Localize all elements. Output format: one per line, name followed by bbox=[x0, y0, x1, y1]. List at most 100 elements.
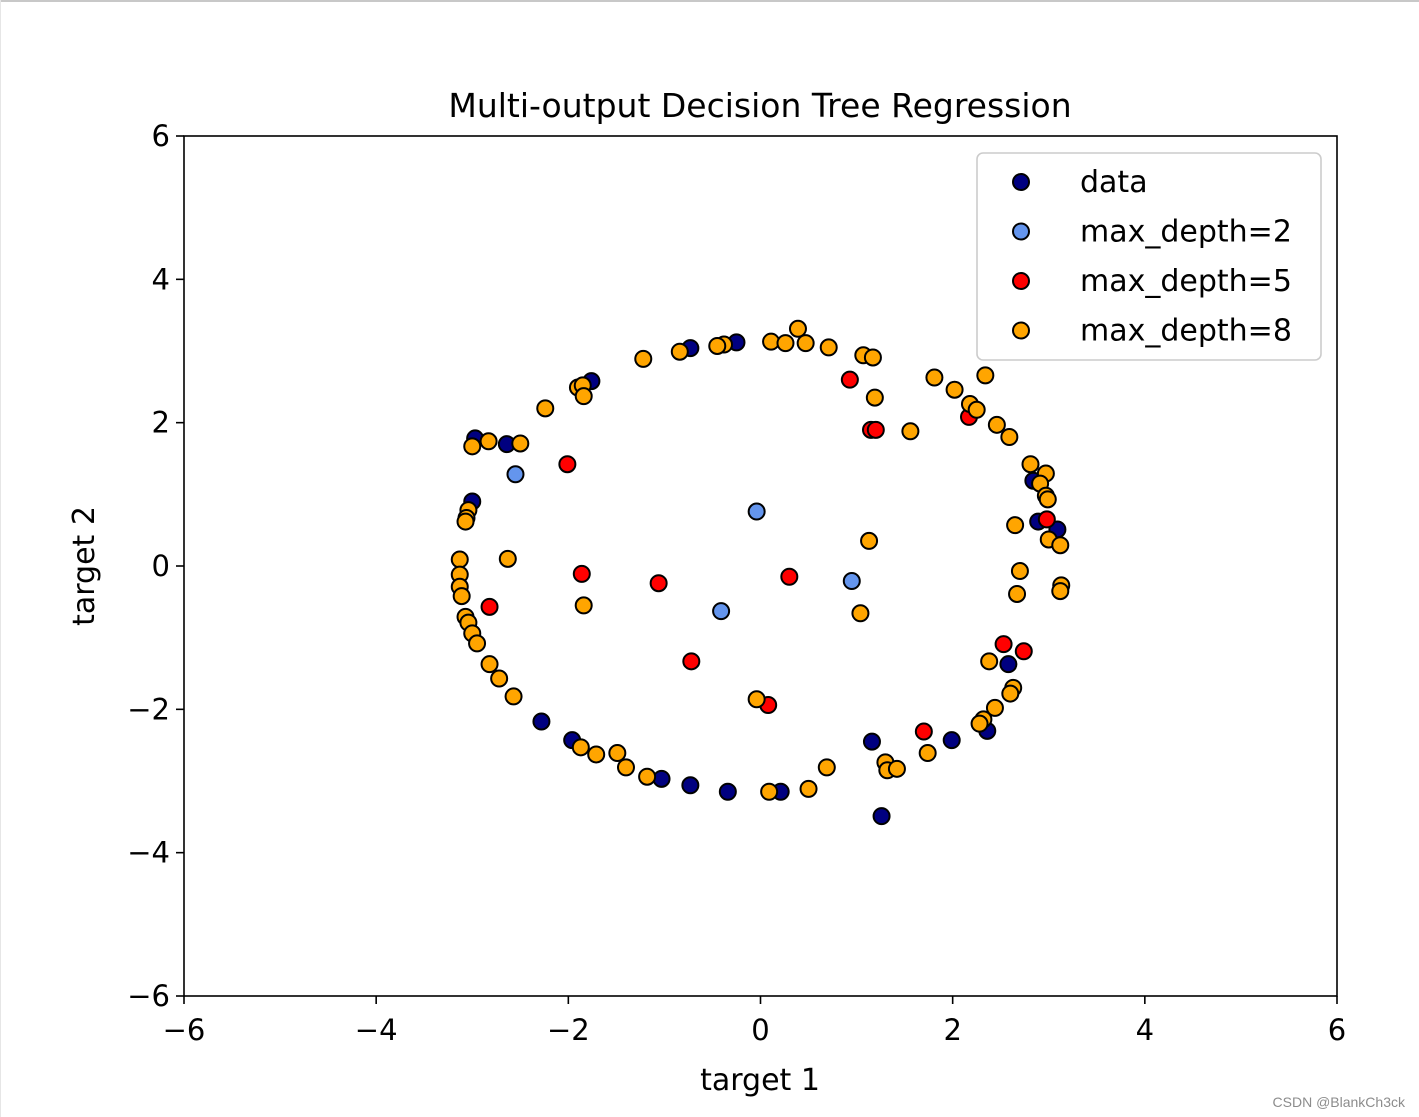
data-point bbox=[506, 465, 525, 484]
data-point bbox=[490, 669, 509, 688]
data-point bbox=[574, 387, 593, 406]
data-point bbox=[1008, 584, 1027, 603]
x-tick-label: 0 bbox=[751, 1013, 769, 1047]
data-point bbox=[872, 807, 891, 826]
data-point bbox=[1001, 684, 1020, 703]
data-point bbox=[865, 388, 884, 407]
x-tick-label: 6 bbox=[1328, 1013, 1346, 1047]
data-point bbox=[452, 587, 471, 606]
legend-box bbox=[976, 152, 1322, 361]
data-point bbox=[1014, 642, 1033, 661]
x-tick-label: −2 bbox=[547, 1013, 590, 1047]
data-point bbox=[796, 334, 815, 353]
data-point bbox=[718, 782, 737, 801]
data-point bbox=[1038, 490, 1057, 509]
data-point bbox=[1051, 536, 1070, 555]
data-point bbox=[480, 597, 499, 616]
data-point bbox=[634, 349, 653, 368]
y-tick-label: 6 bbox=[152, 119, 170, 153]
legend-marker bbox=[1012, 173, 1030, 191]
data-point bbox=[649, 574, 668, 593]
x-tick-label: −4 bbox=[355, 1013, 398, 1047]
data-point bbox=[1010, 562, 1029, 581]
data-point bbox=[887, 759, 906, 778]
legend-label: max_depth=8 bbox=[1080, 314, 1292, 349]
data-point bbox=[572, 564, 591, 583]
watermark: CSDN @BlankCh3ck bbox=[1272, 1094, 1405, 1110]
y-tick-label: −6 bbox=[127, 979, 170, 1013]
data-point bbox=[450, 550, 469, 569]
legend-label: data bbox=[1080, 165, 1148, 200]
legend: data max_depth=2 max_depth=5 max_depth=8 bbox=[976, 152, 1322, 361]
x-tick-label: 2 bbox=[943, 1013, 961, 1047]
data-point bbox=[1037, 510, 1056, 529]
data-point bbox=[708, 336, 727, 355]
series-max-depth-2 bbox=[506, 465, 861, 621]
data-point bbox=[914, 722, 933, 741]
data-point bbox=[851, 604, 870, 623]
data-point bbox=[511, 434, 530, 453]
legend-marker bbox=[1012, 321, 1030, 340]
chart-title: Multi-output Decision Tree Regression bbox=[448, 86, 1071, 125]
data-point bbox=[942, 731, 961, 750]
data-point bbox=[747, 502, 766, 521]
series-max-depth-5 bbox=[480, 370, 1056, 741]
top-border bbox=[0, 0, 1419, 2]
data-point bbox=[747, 690, 766, 709]
data-point bbox=[468, 634, 487, 653]
data-point bbox=[945, 380, 964, 399]
data-point bbox=[819, 338, 838, 357]
data-point bbox=[985, 698, 1004, 717]
data-point bbox=[574, 596, 593, 615]
x-tick-label: −6 bbox=[163, 1013, 206, 1047]
data-point bbox=[980, 652, 999, 671]
series-max-depth-8 bbox=[450, 319, 1071, 801]
data-point bbox=[456, 512, 475, 531]
y-axis-label: target 2 bbox=[67, 506, 102, 626]
x-axis-label: target 1 bbox=[700, 1063, 820, 1098]
data-point bbox=[1006, 516, 1025, 535]
data-point bbox=[536, 399, 555, 418]
data-point bbox=[463, 437, 482, 456]
data-point bbox=[776, 334, 795, 353]
x-tick-label: 4 bbox=[1136, 1013, 1154, 1047]
data-point bbox=[788, 319, 807, 338]
data-point bbox=[670, 342, 689, 361]
y-tick-label: 4 bbox=[152, 262, 170, 296]
data-point bbox=[863, 348, 882, 367]
legend-label: max_depth=5 bbox=[1080, 264, 1292, 299]
data-point bbox=[780, 567, 799, 586]
data-point bbox=[862, 732, 881, 751]
data-point bbox=[652, 769, 671, 788]
data-point bbox=[616, 758, 635, 777]
data-point bbox=[681, 776, 700, 795]
data-point bbox=[558, 455, 577, 474]
y-tick-label: −2 bbox=[127, 692, 170, 726]
data-point bbox=[608, 744, 627, 763]
data-point bbox=[842, 572, 861, 591]
y-tick-label: 0 bbox=[152, 549, 170, 583]
data-point bbox=[587, 745, 606, 764]
data-point bbox=[970, 714, 989, 733]
legend-marker bbox=[1012, 222, 1030, 241]
data-point bbox=[1051, 582, 1070, 601]
data-point bbox=[866, 420, 885, 439]
legend-label: max_depth=2 bbox=[1080, 215, 1292, 250]
data-point bbox=[498, 549, 517, 568]
data-point bbox=[480, 655, 499, 674]
data-point bbox=[532, 712, 551, 731]
legend-marker bbox=[1012, 272, 1030, 290]
data-point bbox=[504, 687, 523, 706]
data-point bbox=[976, 366, 995, 385]
left-border bbox=[0, 0, 1, 1117]
axis-ticks: −6 −4 −2 0 2 4 6 −6 −4 −2 0 2 4 6 bbox=[127, 119, 1346, 1047]
y-tick-label: 2 bbox=[152, 406, 170, 440]
data-point bbox=[860, 531, 879, 550]
data-point bbox=[571, 738, 590, 757]
data-point bbox=[999, 655, 1018, 674]
data-point bbox=[925, 368, 944, 387]
data-point bbox=[760, 782, 779, 801]
data-points bbox=[450, 319, 1071, 826]
data-point bbox=[840, 370, 859, 389]
